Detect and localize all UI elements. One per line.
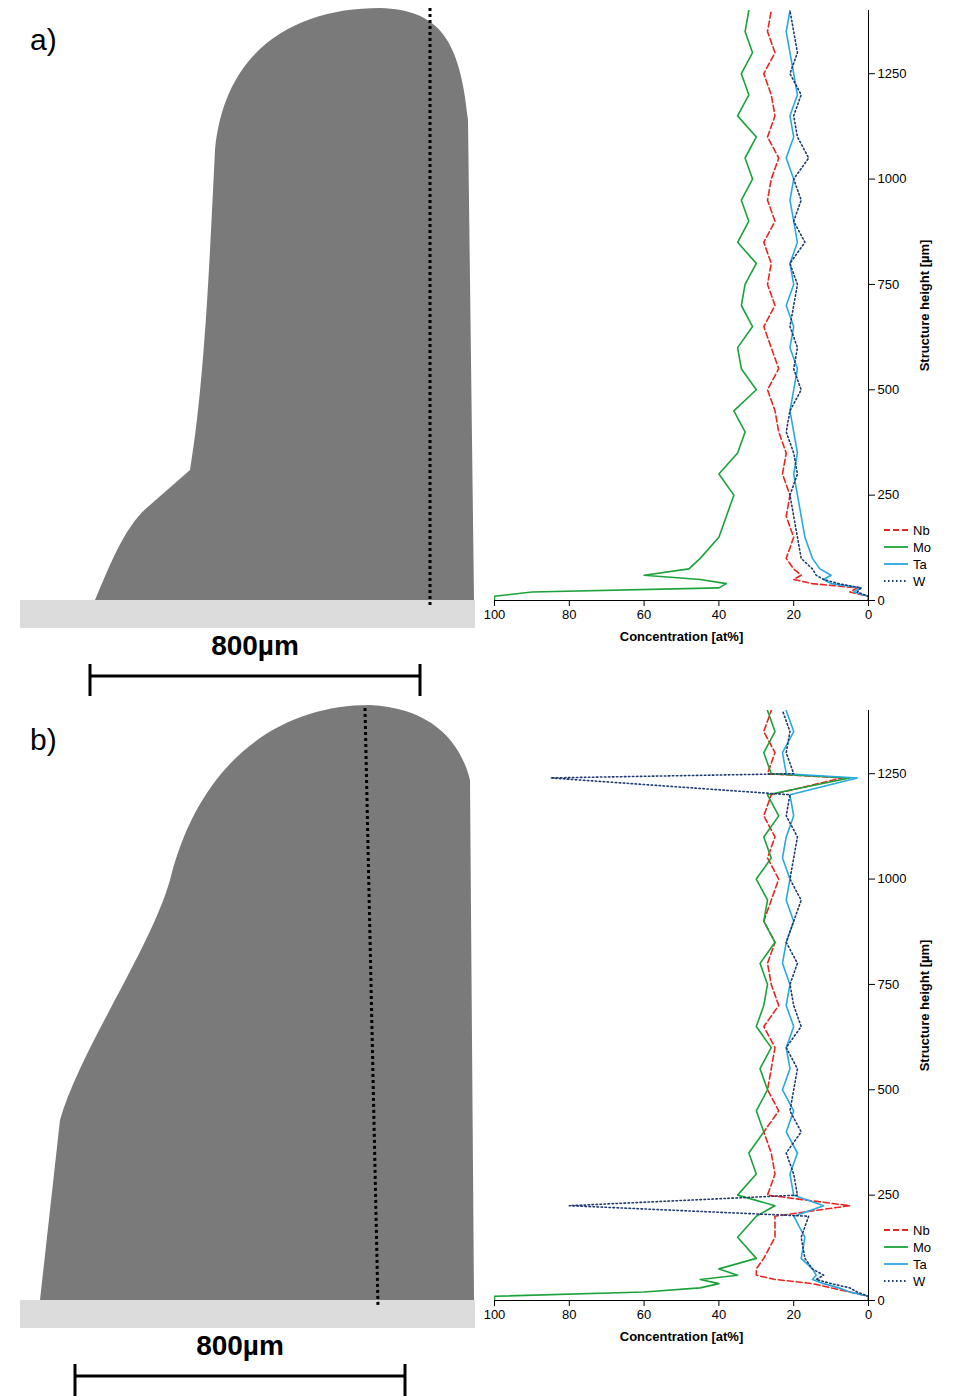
svg-text:800µm: 800µm (211, 630, 299, 661)
svg-text:1000: 1000 (878, 171, 907, 186)
svg-text:80: 80 (562, 607, 576, 622)
svg-text:Structure height [µm]: Structure height [µm] (917, 940, 932, 1072)
svg-text:Concentration [at%]: Concentration [at%] (620, 629, 744, 644)
svg-text:1250: 1250 (878, 766, 907, 781)
svg-text:1000: 1000 (878, 871, 907, 886)
svg-text:60: 60 (637, 607, 651, 622)
svg-text:60: 60 (637, 1307, 651, 1322)
svg-text:250: 250 (878, 1187, 900, 1202)
svg-text:a): a) (30, 23, 57, 56)
svg-text:1250: 1250 (878, 66, 907, 81)
svg-text:500: 500 (878, 1082, 900, 1097)
svg-text:40: 40 (712, 1307, 726, 1322)
svg-text:80: 80 (562, 1307, 576, 1322)
svg-text:Mo: Mo (913, 540, 931, 555)
svg-text:750: 750 (878, 277, 900, 292)
svg-text:0: 0 (865, 1307, 872, 1322)
svg-text:W: W (913, 1274, 926, 1289)
svg-text:Concentration [at%]: Concentration [at%] (620, 1329, 744, 1344)
svg-text:40: 40 (712, 607, 726, 622)
svg-text:800µm: 800µm (196, 1330, 284, 1361)
svg-text:Nb: Nb (913, 1223, 930, 1238)
svg-text:0: 0 (878, 1293, 885, 1308)
svg-text:750: 750 (878, 977, 900, 992)
svg-text:Mo: Mo (913, 1240, 931, 1255)
svg-text:20: 20 (786, 1307, 800, 1322)
svg-text:W: W (913, 574, 926, 589)
svg-text:250: 250 (878, 487, 900, 502)
svg-text:500: 500 (878, 382, 900, 397)
svg-text:Ta: Ta (913, 557, 928, 572)
svg-text:Nb: Nb (913, 523, 930, 538)
svg-text:20: 20 (786, 607, 800, 622)
svg-text:0: 0 (878, 593, 885, 608)
svg-text:Structure height [µm]: Structure height [µm] (917, 240, 932, 372)
svg-text:100: 100 (484, 607, 506, 622)
svg-text:Ta: Ta (913, 1257, 928, 1272)
svg-text:0: 0 (865, 607, 872, 622)
svg-text:100: 100 (484, 1307, 506, 1322)
svg-text:b): b) (30, 723, 57, 756)
